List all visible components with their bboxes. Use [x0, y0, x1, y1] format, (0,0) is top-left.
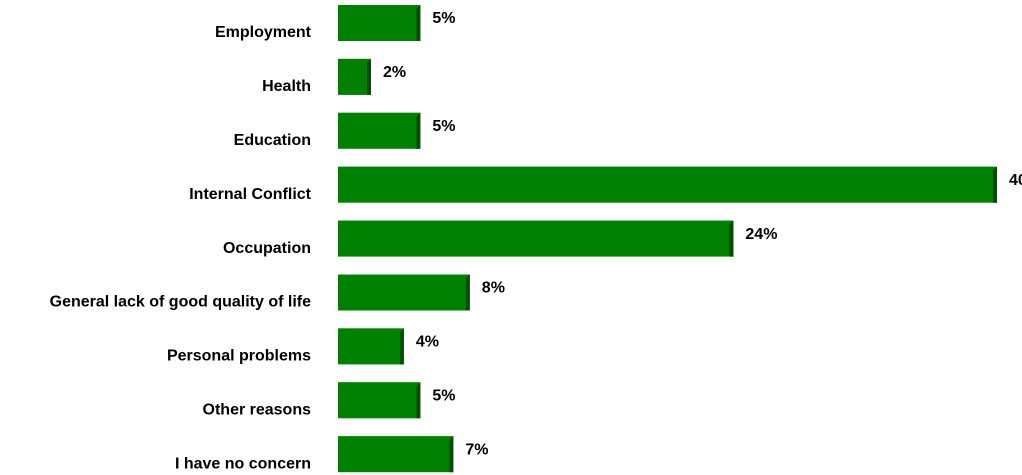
bar-side [416, 5, 421, 41]
bar-side [729, 220, 734, 257]
value-label: 24% [745, 226, 777, 243]
category-label: Employment [215, 24, 312, 41]
bar [338, 112, 421, 149]
bar [338, 58, 371, 95]
value-label: 40% [1009, 172, 1022, 189]
value-label: 4% [416, 334, 439, 351]
category-label: General lack of good quality of life [50, 294, 311, 311]
bar [338, 274, 470, 311]
bar-side [366, 58, 371, 95]
bar-side [416, 112, 421, 149]
bar [338, 5, 421, 41]
bar [338, 436, 454, 473]
category-label: Personal problems [167, 348, 311, 365]
value-label: 5% [432, 388, 455, 405]
category-label: Health [262, 78, 311, 95]
category-label: Education [234, 132, 311, 149]
category-label: Occupation [223, 240, 311, 257]
bar [338, 382, 421, 419]
bar [338, 328, 404, 365]
category-label: Other reasons [203, 402, 312, 419]
value-label: 2% [383, 64, 406, 81]
bar-side [399, 328, 404, 365]
value-label: 7% [465, 441, 488, 458]
bar [338, 166, 997, 203]
value-label: 8% [482, 280, 505, 297]
bar-side [993, 166, 997, 203]
bar [338, 220, 734, 257]
bar-side [416, 382, 421, 419]
bar-side [449, 436, 454, 473]
category-label: I have no concern [175, 455, 311, 472]
value-label: 5% [432, 118, 455, 135]
bar-side [465, 274, 470, 311]
value-label: 5% [432, 10, 455, 27]
category-label: Internal Conflict [189, 186, 311, 203]
